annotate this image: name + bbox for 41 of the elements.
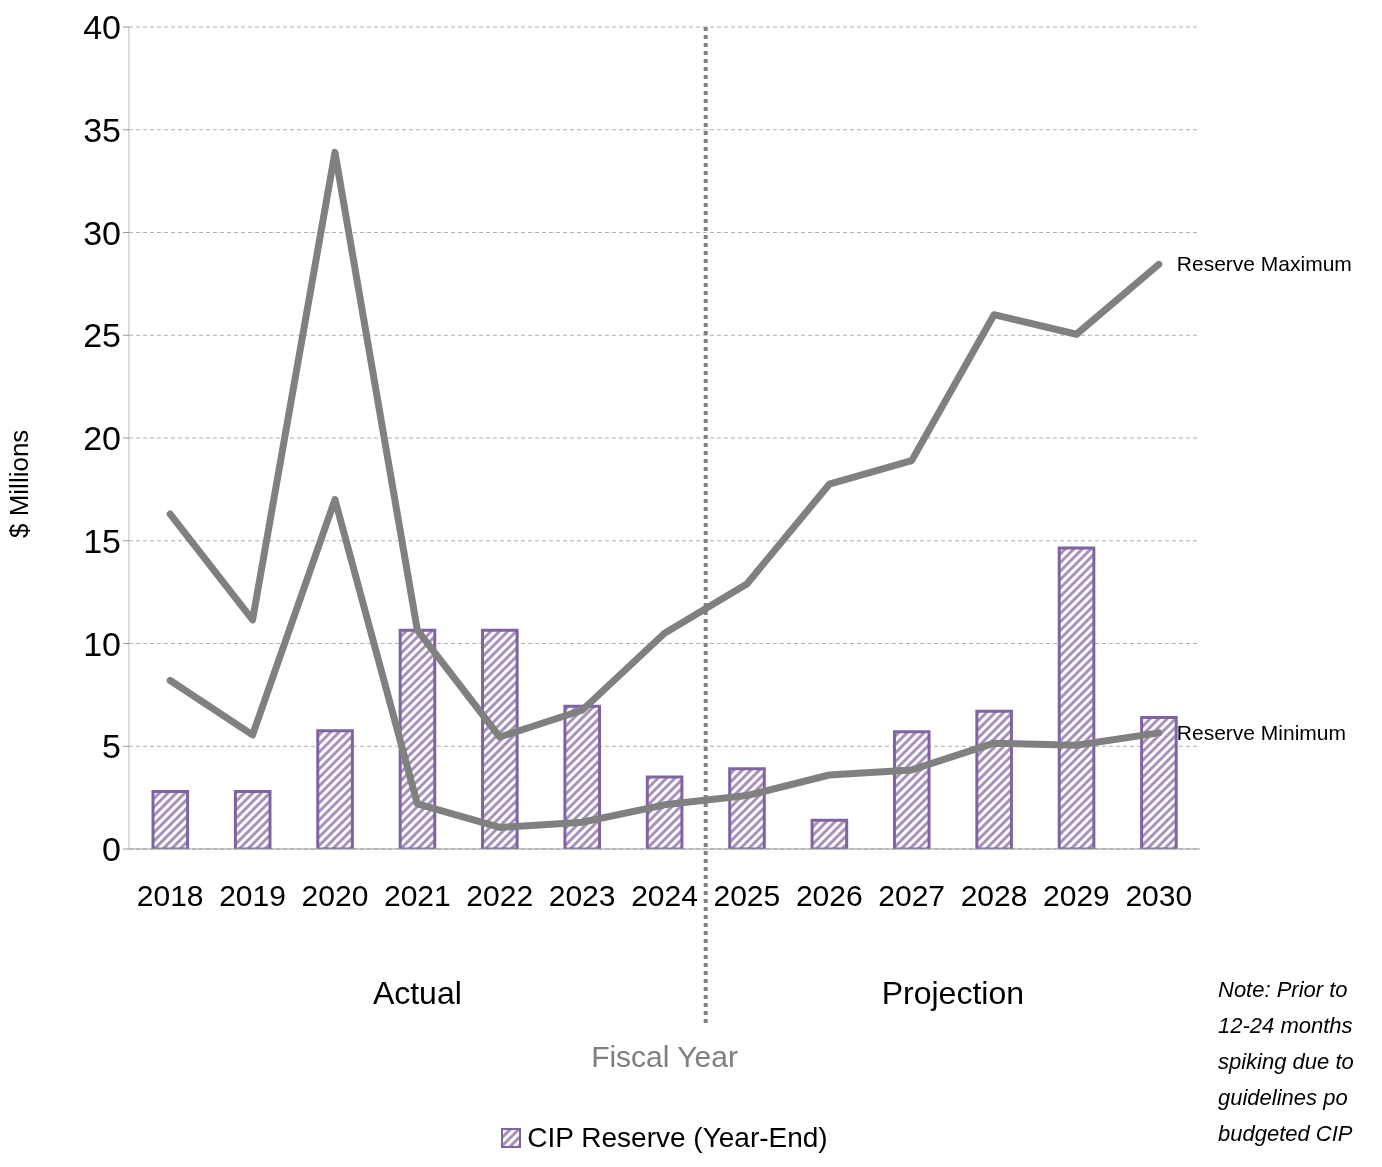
x-tick-label: 2024 [631,879,698,913]
x-axis-title: Fiscal Year [590,1040,739,1074]
series-label: Reserve Minimum [1176,720,1347,744]
y-tick-label: 10 [83,624,121,663]
x-tick-label: 2030 [1125,879,1193,913]
y-tick-label: 40 [83,8,121,47]
y-tick-label: 30 [83,213,121,252]
y-tick-label: 5 [102,727,121,766]
bar [563,704,602,849]
x-tick-label: 2025 [713,879,781,913]
x-tick-label: 2019 [219,879,286,913]
x-tick-label: 2021 [383,879,451,913]
text: Actual [371,975,463,1012]
y-tick-label: 0 [102,830,121,869]
y-tick-label: 25 [83,316,121,355]
x-tick-label: 2022 [466,879,534,913]
bar [233,789,272,849]
series-label: Reserve Maximum [1176,252,1352,276]
x-tick-label: 2023 [548,879,616,913]
bar [1057,546,1096,849]
text: Projection [880,975,1025,1012]
x-tick-label: 2028 [960,879,1028,913]
text: Note: Prior to 12-24 months spiking due to guidelines po budgeted CIP [1218,976,1355,1148]
x-tick-label: 2018 [136,879,204,913]
bar [1140,715,1178,849]
y-axis-title: $ Millions [4,429,35,538]
bar [975,709,1013,849]
y-tick-label: 20 [83,419,121,458]
legend-label: CIP Reserve (Year-End) [526,1122,828,1154]
x-tick-label: 2020 [301,879,369,913]
x-tick-label: 2027 [878,879,946,913]
y-tick-label: 35 [83,110,121,149]
bar [151,789,190,849]
bar [810,818,849,849]
x-tick-label: 2026 [795,879,863,913]
bar [728,767,766,849]
bar [892,730,931,849]
bar [481,628,519,849]
x-tick-label: 2029 [1043,879,1110,913]
y-tick-label: 15 [83,521,121,560]
bar [316,729,354,849]
